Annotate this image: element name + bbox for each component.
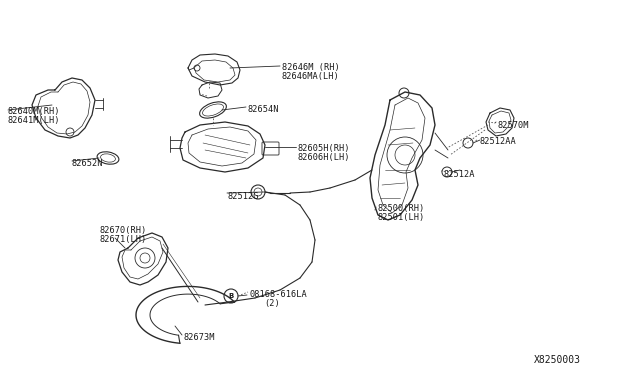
Text: 82570M: 82570M <box>497 121 529 130</box>
Text: 82646MA(LH): 82646MA(LH) <box>282 72 340 81</box>
Text: 82646M (RH): 82646M (RH) <box>282 63 340 72</box>
Text: 82501(LH): 82501(LH) <box>378 213 425 222</box>
Text: 82605H(RH): 82605H(RH) <box>298 144 351 153</box>
Text: 82500(RH): 82500(RH) <box>378 204 425 213</box>
Text: 82671(LH): 82671(LH) <box>100 235 147 244</box>
Text: 82606H(LH): 82606H(LH) <box>298 153 351 162</box>
Text: 82652N: 82652N <box>72 159 104 168</box>
Text: 82641M(LH): 82641M(LH) <box>8 116 61 125</box>
Text: X8250003: X8250003 <box>534 355 581 365</box>
Text: 82512A: 82512A <box>443 170 474 179</box>
Text: B: B <box>228 293 234 299</box>
Text: 82670(RH): 82670(RH) <box>100 226 147 235</box>
Text: 82512AA: 82512AA <box>480 137 516 146</box>
Text: 82654N: 82654N <box>248 105 280 114</box>
Text: 08168-616LA: 08168-616LA <box>249 290 307 299</box>
Text: 82512G: 82512G <box>228 192 259 201</box>
Text: 82640M(RH): 82640M(RH) <box>8 107 61 116</box>
Text: (2): (2) <box>264 299 280 308</box>
Text: 82673M: 82673M <box>183 333 214 342</box>
